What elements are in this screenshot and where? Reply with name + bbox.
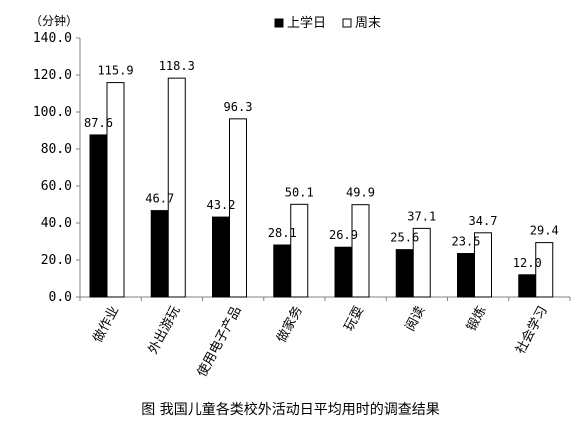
bar-weekday — [273, 244, 292, 298]
y-tick-label: 60.0 — [41, 179, 72, 194]
bar-weekday — [150, 210, 169, 298]
axes: 0.0 20.0 40.0 60.0 80.0 100.0 120.0 140.0 — [33, 31, 571, 305]
y-tick-label: 80.0 — [41, 142, 72, 157]
data-label-weekday: 43.2 — [207, 198, 236, 212]
bar-weekday — [518, 274, 537, 298]
bar-weekend — [167, 77, 186, 298]
y-tick-label: 140.0 — [33, 31, 72, 46]
y-tick-label: 100.0 — [33, 105, 72, 120]
category-label: 做家务 — [273, 303, 305, 345]
bar-weekend — [474, 232, 492, 298]
data-label-weekday: 12.0 — [513, 256, 542, 270]
data-label-weekday: 46.7 — [145, 192, 174, 206]
data-label-weekend: 50.1 — [285, 185, 314, 199]
legend-label-weekday: 上学日 — [287, 15, 326, 31]
bar-weekend — [412, 227, 431, 298]
bar-weekday — [334, 246, 353, 298]
category-label: 做作业 — [91, 304, 123, 345]
legend: 上学日 周末 — [274, 15, 381, 31]
legend-swatch-weekend — [342, 18, 352, 28]
data-label-weekday: 26.9 — [329, 228, 358, 242]
data-label-weekday: 23.5 — [452, 235, 481, 249]
data-label-weekend: 96.3 — [224, 100, 253, 114]
category-label: 使用电子产品 — [194, 303, 245, 379]
data-labels: 87.6 115.9 46.7 118.3 43.2 96.3 28.1 50.1 26.9 49… — [84, 59, 559, 270]
data-label-weekend: 37.1 — [407, 209, 436, 223]
category-label: 社会学习 — [512, 303, 551, 356]
figure-caption: 图 我国儿童各类校外活动日平均用时的调查结果 — [141, 402, 440, 418]
bar-weekend — [351, 204, 370, 298]
category-label: 锻炼 — [464, 304, 489, 334]
category-label: 阅读 — [403, 304, 428, 334]
data-label-weekend: 115.9 — [97, 64, 133, 78]
legend-label-weekend: 周末 — [355, 16, 381, 31]
y-tick-label: 20.0 — [41, 253, 72, 268]
bar-weekday — [212, 216, 230, 298]
bar-weekend — [535, 242, 554, 298]
y-tick-label: 0.0 — [49, 290, 72, 305]
bar-weekday — [395, 249, 414, 298]
data-label-weekday: 25.6 — [390, 231, 419, 245]
bar-weekend — [290, 203, 309, 298]
data-label-weekday: 28.1 — [268, 226, 297, 240]
data-label-weekend: 29.4 — [530, 224, 559, 238]
y-tick-label: 120.0 — [33, 68, 72, 83]
data-label-weekend: 34.7 — [469, 214, 498, 228]
category-labels: 做作业 外出游玩 使用电子产品 做家务 玩耍 阅读 锻炼 社会学习 — [91, 303, 551, 379]
y-tick-label: 40.0 — [41, 216, 72, 231]
data-label-weekend: 118.3 — [159, 59, 195, 73]
category-label: 玩耍 — [342, 304, 367, 334]
bar-weekend — [106, 82, 125, 298]
bars — [89, 77, 554, 298]
bar-weekday — [457, 253, 475, 298]
y-axis-unit-label: （分钟） — [30, 13, 78, 28]
bar-weekday — [89, 134, 108, 298]
data-label-weekend: 49.9 — [346, 186, 375, 200]
legend-swatch-weekday — [274, 18, 284, 28]
category-label: 外出游玩 — [146, 304, 184, 357]
bar-weekend — [229, 118, 247, 298]
data-label-weekday: 87.6 — [84, 116, 113, 130]
